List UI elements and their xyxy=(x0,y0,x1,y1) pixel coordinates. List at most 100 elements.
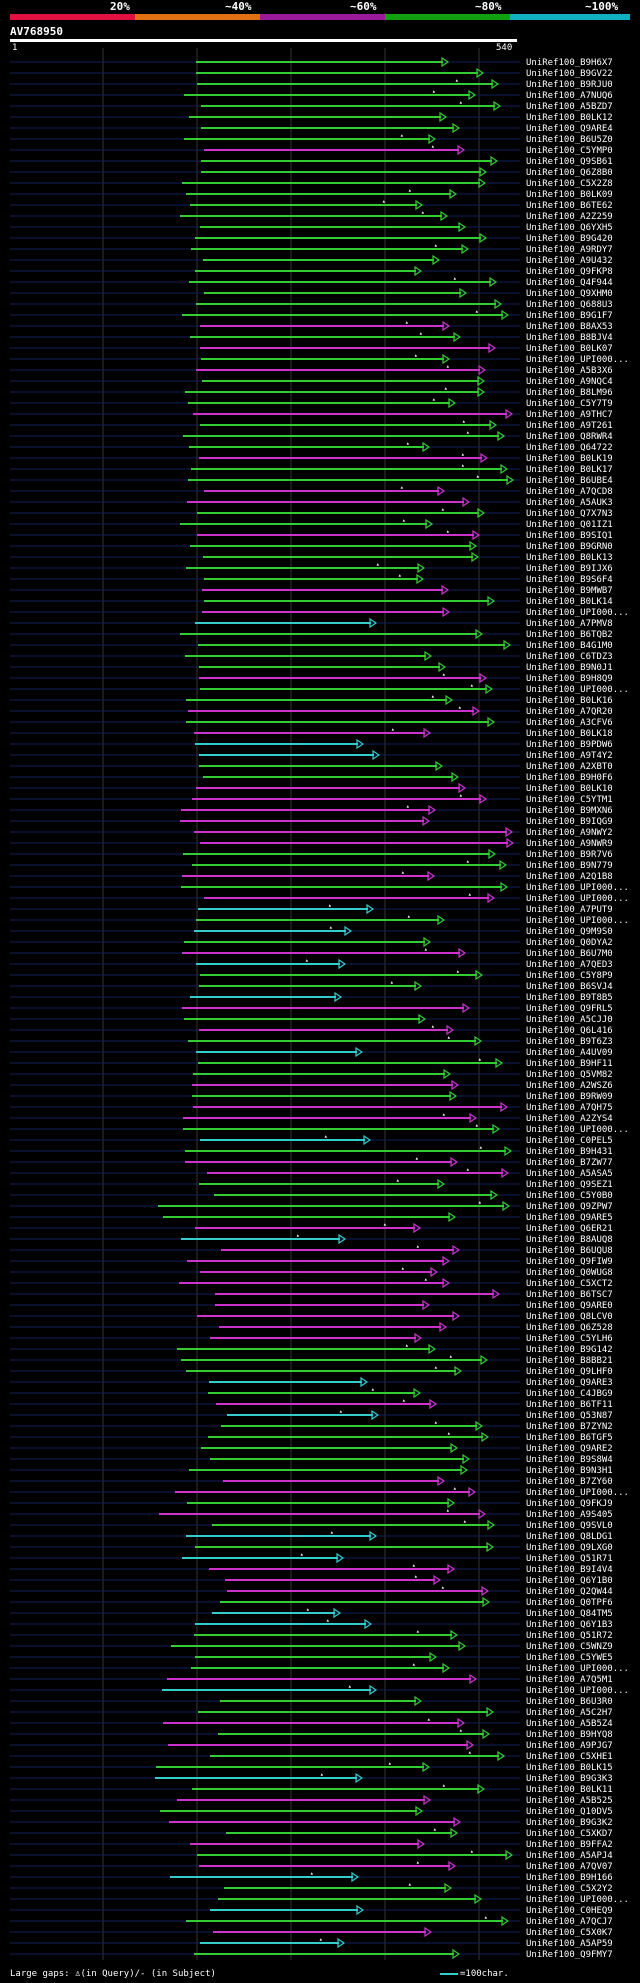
hit-label[interactable]: UniRef100_B0LK07 xyxy=(526,344,613,354)
hit-label[interactable]: UniRef100_A7NUQ6 xyxy=(526,91,613,101)
hit-label[interactable]: UniRef100_C5Y8P9 xyxy=(526,971,613,981)
hit-label[interactable]: UniRef100_B9S6F4 xyxy=(526,575,613,585)
hit-label[interactable]: UniRef100_A7Q5M1 xyxy=(526,1675,613,1685)
hit-label[interactable]: UniRef100_C5X2Y2 xyxy=(526,1884,613,1894)
hit-label[interactable]: UniRef100_A7PMV8 xyxy=(526,619,613,629)
hit-label[interactable]: UniRef100_C5X0K7 xyxy=(526,1928,613,1938)
hit-label[interactable]: UniRef100_UPI000... xyxy=(526,1664,629,1674)
hit-label[interactable]: UniRef100_A5B5Z4 xyxy=(526,1719,613,1729)
hit-label[interactable]: UniRef100_C4JBG9 xyxy=(526,1389,613,1399)
hit-label[interactable]: UniRef100_A9T4Y2 xyxy=(526,751,613,761)
hit-label[interactable]: UniRef100_B9GV22 xyxy=(526,69,613,79)
hit-label[interactable]: UniRef100_B8AUQ8 xyxy=(526,1235,613,1245)
hit-label[interactable]: UniRef100_B9I4V4 xyxy=(526,1565,613,1575)
hit-label[interactable]: UniRef100_Q84TM5 xyxy=(526,1609,613,1619)
hit-label[interactable]: UniRef100_Q9ZPW7 xyxy=(526,1202,613,1212)
hit-label[interactable]: UniRef100_B9R7V6 xyxy=(526,850,613,860)
hit-label[interactable]: UniRef100_A7QR20 xyxy=(526,707,613,717)
hit-label[interactable]: UniRef100_C5YMP0 xyxy=(526,146,613,156)
hit-label[interactable]: UniRef100_B9HYQ8 xyxy=(526,1730,613,1740)
hit-label[interactable]: UniRef100_A5AP59 xyxy=(526,1939,613,1949)
hit-label[interactable]: UniRef100_Q6Y1B0 xyxy=(526,1576,613,1586)
hit-label[interactable]: UniRef100_Q6L416 xyxy=(526,1026,613,1036)
hit-label[interactable]: UniRef100_B0LK15 xyxy=(526,1763,613,1773)
hit-label[interactable]: UniRef100_Q9M9S0 xyxy=(526,927,613,937)
hit-label[interactable]: UniRef100_Q9LXG0 xyxy=(526,1543,613,1553)
hit-label[interactable]: UniRef100_B9RJU0 xyxy=(526,80,613,90)
hit-label[interactable]: UniRef100_Q64722 xyxy=(526,443,613,453)
hit-label[interactable]: UniRef100_B9H431 xyxy=(526,1147,613,1157)
hit-label[interactable]: UniRef100_Q51R72 xyxy=(526,1631,613,1641)
hit-label[interactable]: UniRef100_Q0WUG8 xyxy=(526,1268,613,1278)
hit-label[interactable]: UniRef100_B6TE62 xyxy=(526,201,613,211)
hit-label[interactable]: UniRef100_B9H0F6 xyxy=(526,773,613,783)
hit-label[interactable]: UniRef100_B0LK14 xyxy=(526,597,613,607)
hit-label[interactable]: UniRef100_B0LK09 xyxy=(526,190,613,200)
hit-label[interactable]: UniRef100_A4UV09 xyxy=(526,1048,613,1058)
hit-label[interactable]: UniRef100_B8BJV4 xyxy=(526,333,613,343)
hit-label[interactable]: UniRef100_Q2QW44 xyxy=(526,1587,613,1597)
hit-label[interactable]: UniRef100_A9NQC4 xyxy=(526,377,613,387)
hit-label[interactable]: UniRef100_A5B3X6 xyxy=(526,366,613,376)
hit-label[interactable]: UniRef100_B9G3K2 xyxy=(526,1818,613,1828)
hit-label[interactable]: UniRef100_Q9XHM0 xyxy=(526,289,613,299)
hit-label[interactable]: UniRef100_Q6Z8B0 xyxy=(526,168,613,178)
hit-label[interactable]: UniRef100_B8LM96 xyxy=(526,388,613,398)
hit-label[interactable]: UniRef100_A7PUT9 xyxy=(526,905,613,915)
hit-label[interactable]: UniRef100_Q9ARE3 xyxy=(526,1378,613,1388)
hit-label[interactable]: UniRef100_B9N0J1 xyxy=(526,663,613,673)
hit-label[interactable]: UniRef100_B9MXN6 xyxy=(526,806,613,816)
hit-label[interactable]: UniRef100_A5B525 xyxy=(526,1796,613,1806)
hit-label[interactable]: UniRef100_B0LK17 xyxy=(526,465,613,475)
hit-label[interactable]: UniRef100_UPI000... xyxy=(526,1895,629,1905)
hit-label[interactable]: UniRef100_A5BZD7 xyxy=(526,102,613,112)
hit-label[interactable]: UniRef100_C5XHE1 xyxy=(526,1752,613,1762)
hit-label[interactable]: UniRef100_Q9FKJ9 xyxy=(526,1499,613,1509)
hit-label[interactable]: UniRef100_B6TF11 xyxy=(526,1400,613,1410)
hit-label[interactable]: UniRef100_A9T261 xyxy=(526,421,613,431)
hit-label[interactable]: UniRef100_Q4F944 xyxy=(526,278,613,288)
hit-label[interactable]: UniRef100_B9HF11 xyxy=(526,1059,613,1069)
hit-label[interactable]: UniRef100_UPI000... xyxy=(526,608,629,618)
hit-label[interactable]: UniRef100_A2Q1B8 xyxy=(526,872,613,882)
hit-label[interactable]: UniRef100_Q6Y1B3 xyxy=(526,1620,613,1630)
hit-label[interactable]: UniRef100_C5YWE5 xyxy=(526,1653,613,1663)
hit-label[interactable]: UniRef100_C6TDZ3 xyxy=(526,652,613,662)
hit-label[interactable]: UniRef100_C0HEQ9 xyxy=(526,1906,613,1916)
hit-label[interactable]: UniRef100_C5YTM1 xyxy=(526,795,613,805)
hit-label[interactable]: UniRef100_Q9LHF0 xyxy=(526,1367,613,1377)
hit-label[interactable]: UniRef100_A9NWR9 xyxy=(526,839,613,849)
hit-label[interactable]: UniRef100_A9THC7 xyxy=(526,410,613,420)
hit-label[interactable]: UniRef100_A5C2H7 xyxy=(526,1708,613,1718)
hit-label[interactable]: UniRef100_B9PDW6 xyxy=(526,740,613,750)
hit-label[interactable]: UniRef100_Q9ARE2 xyxy=(526,1444,613,1454)
hit-label[interactable]: UniRef100_A9U432 xyxy=(526,256,613,266)
hit-label[interactable]: UniRef100_B9G420 xyxy=(526,234,613,244)
hit-label[interactable]: UniRef100_A2WSZ6 xyxy=(526,1081,613,1091)
hit-label[interactable]: UniRef100_B7ZY60 xyxy=(526,1477,613,1487)
hit-label[interactable]: UniRef100_A9NWY2 xyxy=(526,828,613,838)
hit-label[interactable]: UniRef100_UPI000... xyxy=(526,1125,629,1135)
hit-label[interactable]: UniRef100_UPI000... xyxy=(526,1488,629,1498)
hit-label[interactable]: UniRef100_A5ASA5 xyxy=(526,1169,613,1179)
hit-label[interactable]: UniRef100_A2ZYS4 xyxy=(526,1114,613,1124)
hit-label[interactable]: UniRef100_Q53N87 xyxy=(526,1411,613,1421)
hit-label[interactable]: UniRef100_A3CFV6 xyxy=(526,718,613,728)
hit-label[interactable]: UniRef100_UPI000... xyxy=(526,894,629,904)
hit-label[interactable]: UniRef100_A7QV07 xyxy=(526,1862,613,1872)
hit-label[interactable]: UniRef100_B9H6X7 xyxy=(526,58,613,68)
hit-label[interactable]: UniRef100_B8BB21 xyxy=(526,1356,613,1366)
hit-label[interactable]: UniRef100_Q6ER21 xyxy=(526,1224,613,1234)
hit-label[interactable]: UniRef100_A2XBT0 xyxy=(526,762,613,772)
hit-label[interactable]: UniRef100_A7QED3 xyxy=(526,960,613,970)
hit-label[interactable]: UniRef100_C5X2Z8 xyxy=(526,179,613,189)
hit-label[interactable]: UniRef100_Q51R71 xyxy=(526,1554,613,1564)
hit-label[interactable]: UniRef100_B0LK12 xyxy=(526,113,613,123)
hit-label[interactable]: UniRef100_B6UBE4 xyxy=(526,476,613,486)
hit-label[interactable]: UniRef100_Q0DYA2 xyxy=(526,938,613,948)
hit-label[interactable]: UniRef100_B9T8B5 xyxy=(526,993,613,1003)
hit-label[interactable]: UniRef100_Q688U3 xyxy=(526,300,613,310)
hit-label[interactable]: UniRef100_B9H166 xyxy=(526,1873,613,1883)
hit-label[interactable]: UniRef100_Q10DV5 xyxy=(526,1807,613,1817)
hit-label[interactable]: UniRef100_UPI000... xyxy=(526,355,629,365)
